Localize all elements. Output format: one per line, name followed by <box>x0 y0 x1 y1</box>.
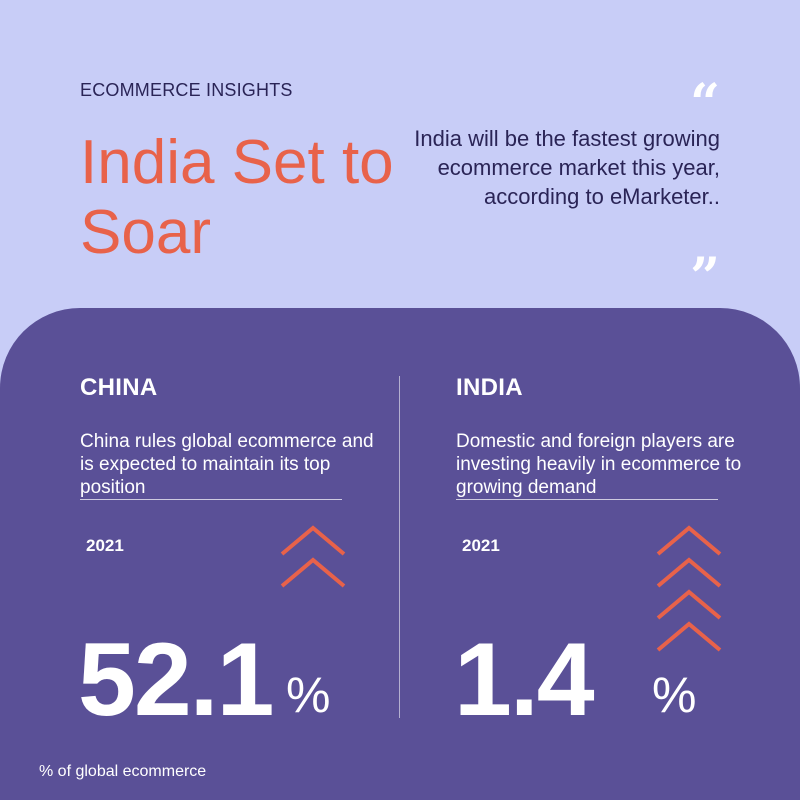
quote-text: India will be the fastest growing ecomme… <box>414 126 720 209</box>
chevron-up-icon <box>280 557 346 588</box>
india-description: Domestic and foreign players are investi… <box>456 431 742 498</box>
footnote: % of global ecommerce <box>39 763 207 780</box>
china-year: 2021 <box>86 536 124 555</box>
china-unit: % <box>286 667 331 723</box>
chevron-up-icon <box>280 525 346 556</box>
chevron-up-icon <box>656 589 722 620</box>
chevron-up-icon <box>656 557 722 588</box>
chevron-up-icon <box>656 525 722 556</box>
headline: India Set to Soar <box>80 128 394 267</box>
chevron-up-icon <box>656 621 722 652</box>
india-title: INDIA <box>456 374 523 401</box>
china-value: 52.1 <box>78 622 274 738</box>
column-divider <box>399 376 400 718</box>
china-rule <box>80 499 342 500</box>
india-rule <box>456 499 718 500</box>
quote-close-icon: ” <box>690 247 720 308</box>
china-chevrons-icon <box>280 525 346 588</box>
china-title: CHINA <box>80 374 158 401</box>
india-year: 2021 <box>462 536 500 555</box>
quote-open-icon: “ <box>690 73 720 134</box>
india-unit: % <box>652 667 697 723</box>
india-chevrons-icon <box>656 525 722 652</box>
china-description: China rules global ecommerce and is expe… <box>80 431 374 498</box>
eyebrow-label: ECOMMERCE INSIGHTS <box>80 80 293 100</box>
china-column: CHINA China rules global ecommerce and i… <box>78 374 380 732</box>
stats-panel <box>0 308 800 800</box>
india-column: INDIA Domestic and foreign players are i… <box>454 374 756 732</box>
india-value: 1.4 <box>454 622 595 738</box>
